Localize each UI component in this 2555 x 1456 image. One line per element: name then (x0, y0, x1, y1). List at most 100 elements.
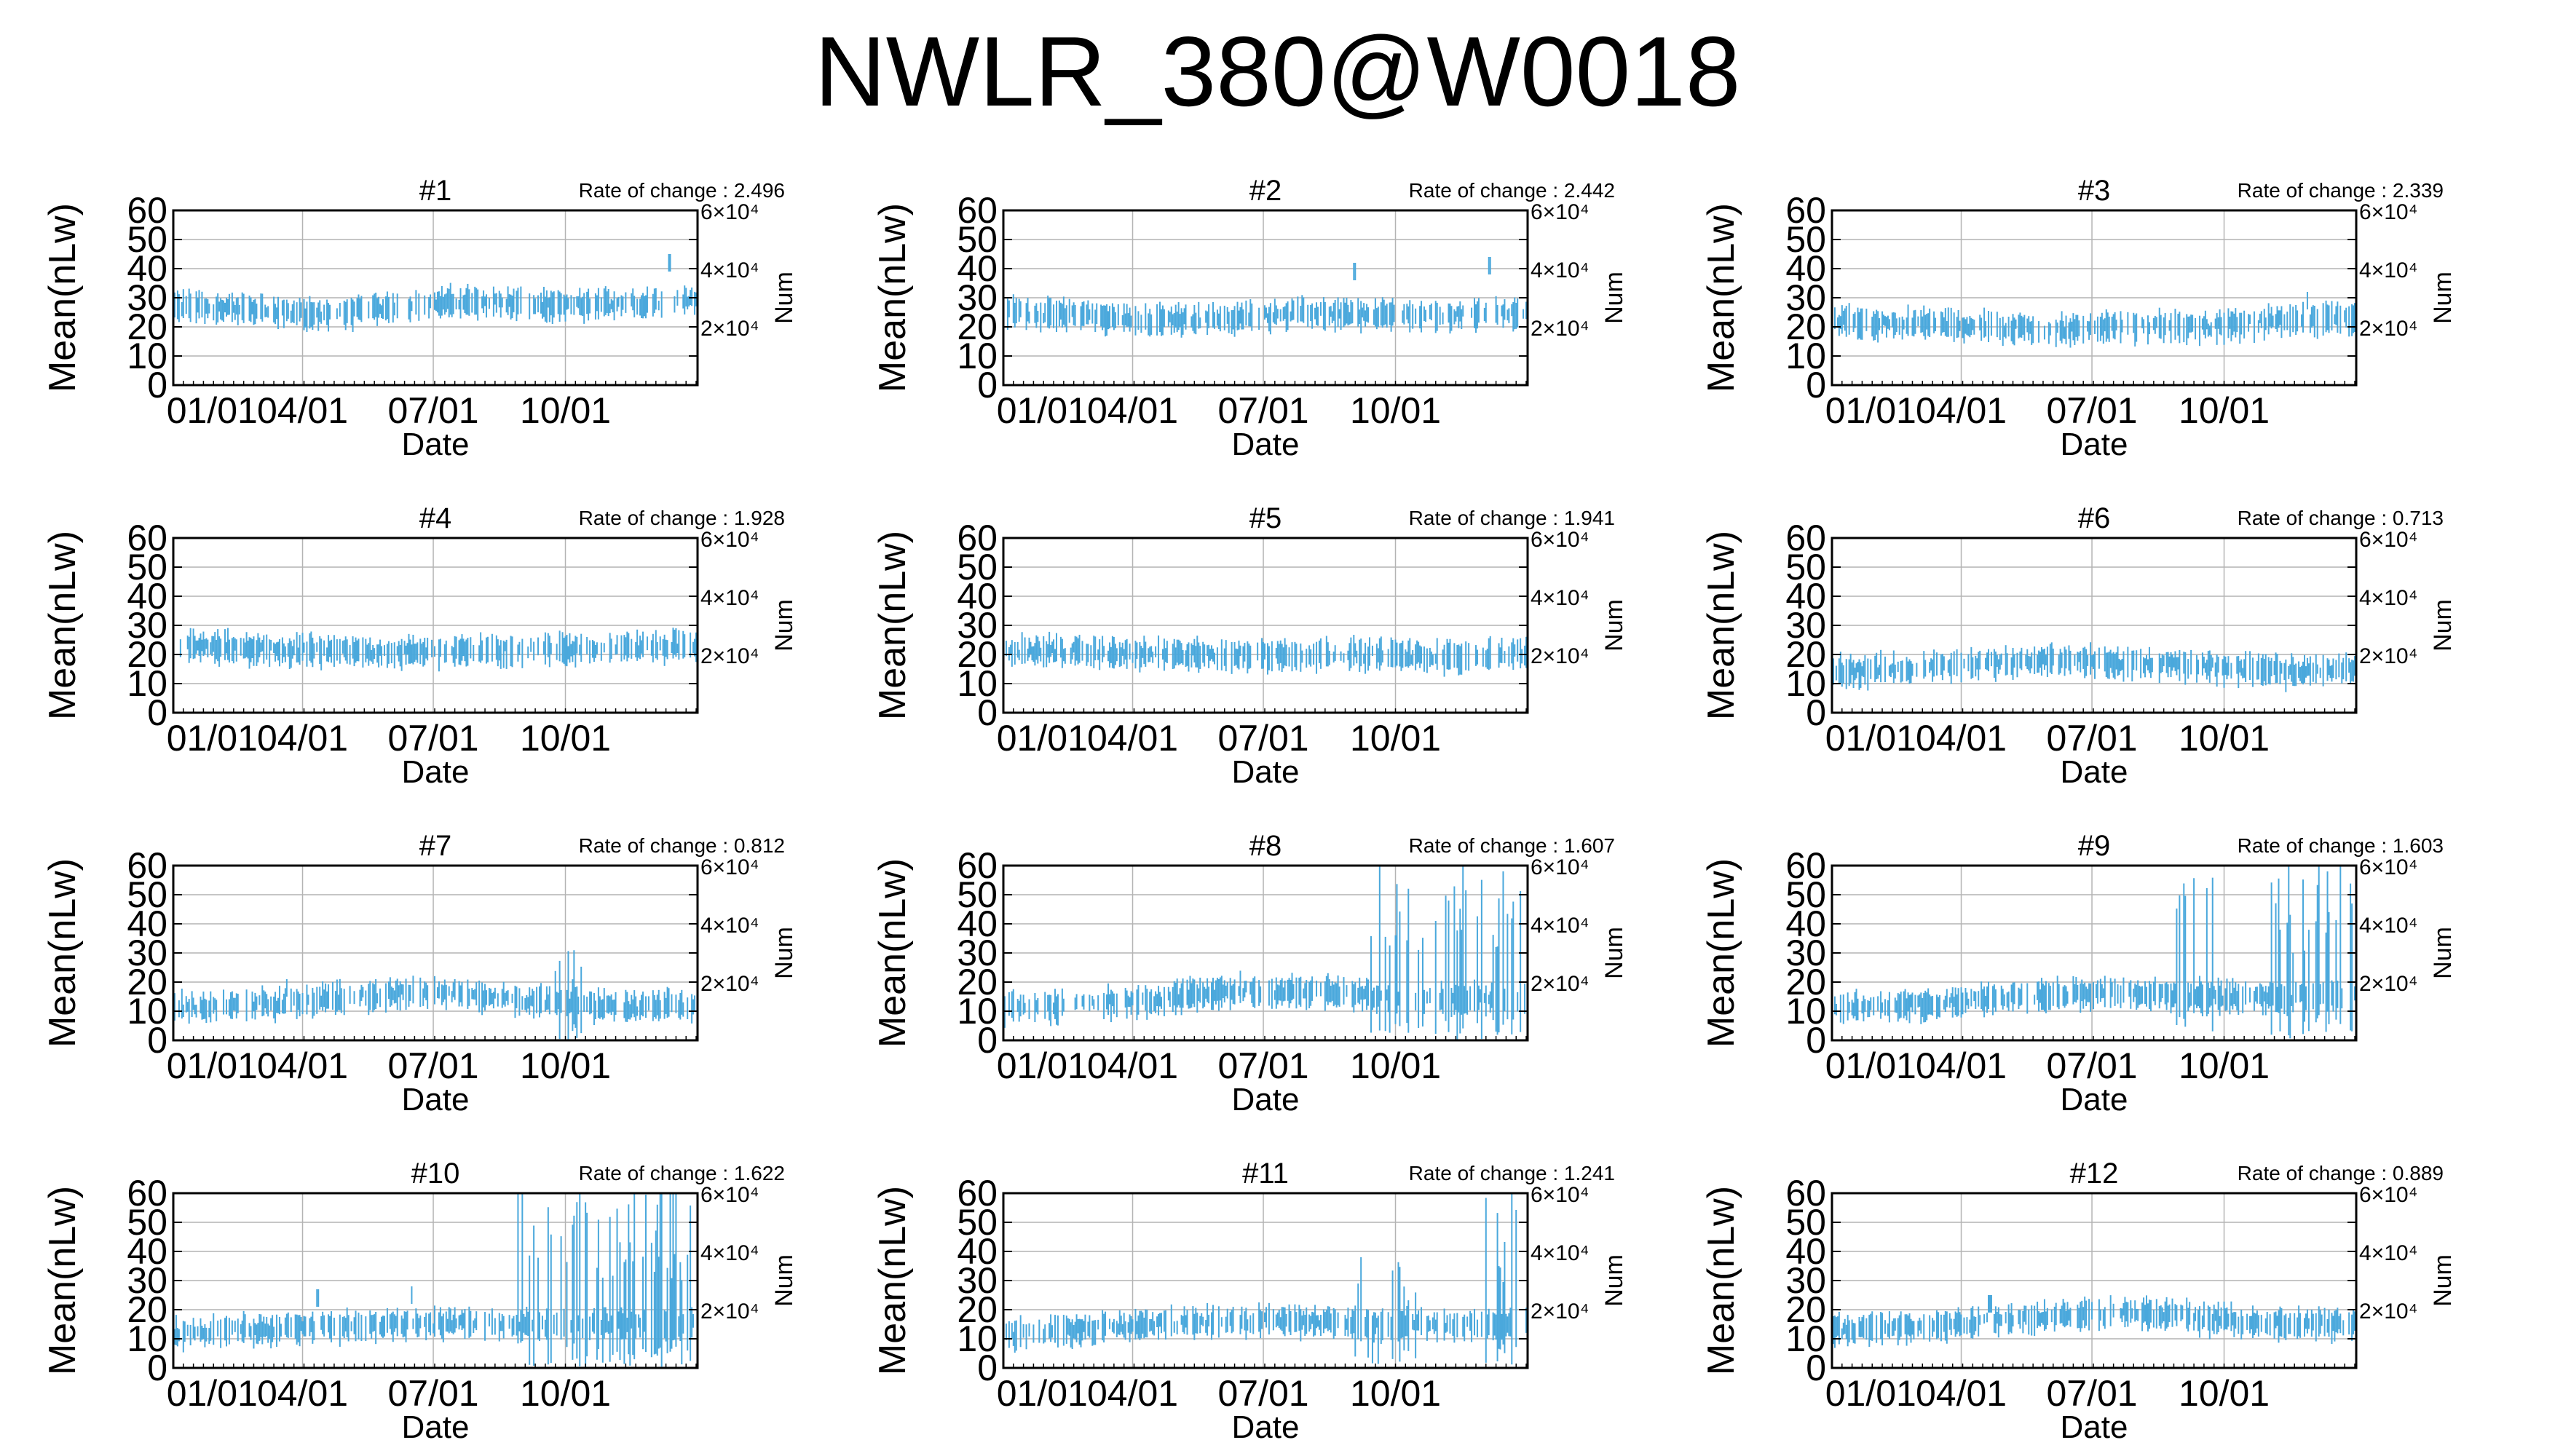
right-tick-label: 6×10⁴ (2359, 200, 2417, 224)
panel-title: #10 (411, 1158, 460, 1190)
panel-title: #4 (419, 502, 452, 534)
y-tick-label: 0 (977, 365, 998, 405)
page-title: NWLR_380@W0018 (814, 16, 1741, 127)
rate-of-change: Rate of change : 1.603 (2238, 834, 2444, 857)
y-tick-label: 40 (957, 1231, 998, 1272)
y-tick-label: 10 (1785, 663, 1826, 704)
x-axis-label: Date (1232, 1082, 1300, 1117)
y-tick-label: 10 (127, 336, 167, 376)
y-axis-label-right: Num (1600, 927, 1628, 979)
y-axis-label-left: Mean(nLw) (872, 531, 914, 720)
y-tick-label: 20 (957, 962, 998, 1002)
y-tick-label: 0 (147, 365, 167, 405)
y-tick-label: 40 (1785, 1231, 1826, 1272)
panel-title: #11 (1242, 1158, 1289, 1190)
y-tick-label: 0 (147, 1020, 167, 1061)
y-tick-label: 40 (127, 903, 167, 944)
y-tick-label: 60 (957, 518, 998, 558)
y-tick-label: 40 (957, 248, 998, 289)
y-tick-label: 20 (127, 306, 167, 347)
y-tick-label: 50 (957, 874, 998, 915)
y-tick-label: 40 (127, 576, 167, 617)
data-series (173, 254, 698, 332)
rate-of-change: Rate of change : 0.889 (2238, 1162, 2444, 1184)
y-tick-label: 30 (1785, 1260, 1826, 1301)
right-tick-label: 4×10⁴ (700, 1241, 759, 1265)
x-tick-label: 10/01 (2179, 1045, 2270, 1086)
y-tick-label: 50 (957, 547, 998, 587)
y-tick-label: 30 (957, 1260, 998, 1301)
panel-title: #6 (2078, 502, 2111, 534)
y-axis-label-right: Num (1600, 599, 1628, 652)
x-tick-label: 04/01 (1087, 718, 1178, 759)
data-series (1003, 631, 1528, 677)
y-tick-label: 20 (127, 962, 167, 1002)
y-tick-label: 0 (1806, 1020, 1826, 1061)
y-tick-label: 30 (127, 277, 167, 318)
y-tick-label: 60 (957, 190, 998, 231)
y-tick-label: 20 (957, 634, 998, 675)
rate-of-change: Rate of change : 0.812 (579, 834, 785, 857)
data-series (1831, 1295, 2356, 1348)
y-axis-label-right: Num (2429, 927, 2457, 979)
x-tick-label: 01/01 (1825, 390, 1916, 431)
y-tick-label: 10 (127, 991, 167, 1032)
x-tick-label: 07/01 (1217, 1045, 1308, 1086)
x-tick-label: 01/01 (167, 1373, 258, 1414)
y-tick-label: 10 (957, 336, 998, 376)
x-tick-label: 04/01 (257, 718, 348, 759)
data-series (1831, 642, 2356, 692)
right-tick-label: 4×10⁴ (1531, 1241, 1589, 1265)
panel-title: #3 (2078, 175, 2111, 207)
x-tick-label: 04/01 (257, 1373, 348, 1414)
y-axis-label-right: Num (1600, 1254, 1628, 1307)
y-tick-label: 10 (957, 663, 998, 704)
panel-title: #12 (2070, 1158, 2119, 1190)
data-series (173, 1193, 695, 1368)
x-tick-label: 10/01 (1350, 1373, 1441, 1414)
y-tick-label: 10 (1785, 991, 1826, 1032)
x-tick-label: 07/01 (1217, 718, 1308, 759)
right-tick-label: 2×10⁴ (2359, 972, 2417, 996)
right-tick-label: 4×10⁴ (1531, 586, 1589, 610)
y-tick-label: 50 (127, 219, 167, 260)
x-tick-label: 10/01 (1350, 390, 1441, 431)
y-tick-label: 60 (127, 845, 167, 886)
rate-of-change: Rate of change : 1.928 (579, 507, 785, 529)
y-axis-label-left: Mean(nLw) (42, 531, 84, 720)
y-tick-label: 50 (957, 219, 998, 260)
x-tick-label: 04/01 (1087, 1373, 1178, 1414)
panel-title: #7 (419, 830, 452, 862)
y-tick-label: 0 (1806, 1348, 1826, 1388)
data-series (1003, 1193, 1528, 1365)
y-tick-label: 50 (127, 874, 167, 915)
y-tick-label: 60 (127, 190, 167, 231)
right-tick-label: 6×10⁴ (2359, 528, 2417, 552)
x-tick-label: 07/01 (2046, 1373, 2137, 1414)
y-tick-label: 20 (127, 1289, 167, 1330)
right-tick-label: 2×10⁴ (2359, 317, 2417, 341)
y-tick-label: 60 (1785, 1173, 1826, 1214)
y-tick-label: 20 (1785, 306, 1826, 347)
y-tick-label: 50 (1785, 874, 1826, 915)
y-tick-label: 0 (147, 692, 167, 733)
y-tick-label: 10 (127, 663, 167, 704)
data-series (1833, 866, 2356, 1039)
y-tick-label: 30 (957, 277, 998, 318)
y-axis-label-right: Num (2429, 272, 2457, 324)
right-tick-label: 6×10⁴ (2359, 1183, 2417, 1207)
panel-title: #2 (1249, 175, 1282, 207)
right-tick-label: 2×10⁴ (2359, 1299, 2417, 1324)
y-axis-label-left: Mean(nLw) (42, 203, 84, 392)
y-axis-label-right: Num (2429, 599, 2457, 652)
y-tick-label: 20 (957, 306, 998, 347)
y-tick-label: 0 (977, 692, 998, 733)
x-axis-label: Date (2061, 427, 2128, 462)
x-tick-label: 01/01 (1825, 718, 1916, 759)
x-axis-label: Date (2061, 754, 2128, 790)
